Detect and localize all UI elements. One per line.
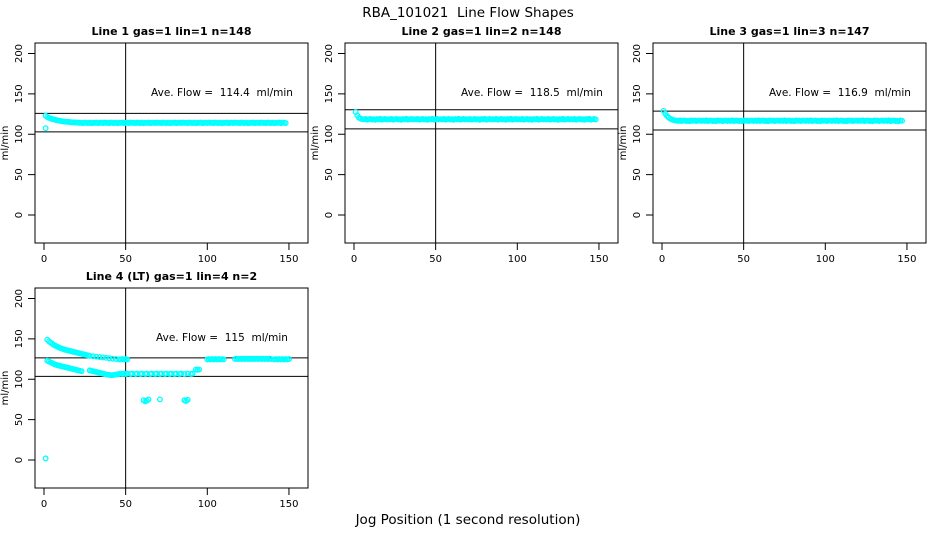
- y-tick-label: 50: [14, 168, 25, 181]
- y-axis-label: ml/min: [0, 371, 11, 406]
- x-tick-label: 50: [119, 254, 132, 265]
- data-point: [42, 455, 49, 462]
- subplot-title: Line 3 gas=1 lin=3 n=147: [709, 25, 869, 38]
- data-point: [189, 370, 196, 377]
- y-axis-label: ml/min: [618, 126, 629, 161]
- plot-border: [34, 287, 309, 489]
- y-tick-label: 200: [324, 44, 335, 63]
- data-point: [96, 354, 103, 360]
- y-axis-label: ml/min: [310, 126, 321, 161]
- subplot-4: Line 4 (LT) gas=1 lin=4 n=2 0 50 100 150 200 0…: [0, 270, 309, 510]
- data-point: [106, 355, 113, 362]
- x-tick-label: 0: [659, 254, 665, 265]
- y-tick-label: 200: [632, 44, 643, 63]
- x-tick-label: 100: [198, 254, 217, 265]
- subplot-title: Line 2 gas=1 lin=2 n=148: [401, 25, 561, 38]
- y-tick-label: 50: [632, 168, 643, 181]
- data-point: [99, 354, 106, 361]
- subplot-3: Line 3 gas=1 lin=3 n=147 0 50 100 150 200 0 50 1…: [618, 25, 927, 265]
- x-axis-title: Jog Position (1 second resolution): [355, 512, 581, 528]
- x-tick-label: 50: [737, 254, 750, 265]
- y-tick-label: 50: [14, 413, 25, 426]
- data-point: [109, 355, 116, 362]
- data-point: [86, 352, 93, 359]
- subplot-title: Line 1 gas=1 lin=1 n=148: [91, 25, 251, 38]
- data-point: [178, 370, 185, 377]
- y-tick-label: 200: [14, 44, 25, 63]
- data-point: [196, 366, 203, 373]
- x-tick-label: 0: [41, 254, 47, 265]
- data-point: [181, 371, 188, 377]
- data-point: [145, 396, 152, 403]
- subplot-2: Line 2 gas=1 lin=2 n=148 0 50 100 150 200 0 50 1…: [310, 25, 619, 265]
- data-point: [592, 116, 599, 123]
- data-points: [352, 109, 599, 123]
- data-point: [286, 356, 292, 363]
- data-point: [282, 120, 289, 126]
- data-point: [220, 356, 227, 363]
- x-tick-label: 150: [589, 254, 608, 265]
- data-points: [660, 107, 906, 125]
- x-tick-label: 0: [41, 499, 47, 510]
- y-tick-label: 0: [324, 212, 335, 218]
- x-tick-label: 100: [508, 254, 527, 265]
- x-tick-label: 50: [119, 499, 132, 510]
- data-point: [103, 354, 110, 361]
- x-tick-label: 150: [897, 254, 916, 265]
- ave-flow-annotation: Ave. Flow = 118.5 ml/min: [461, 87, 603, 99]
- data-point: [156, 396, 163, 403]
- data-point: [93, 353, 100, 360]
- x-tick-label: 100: [816, 254, 835, 265]
- main-title: RBA_101021 Line Flow Shapes: [362, 5, 574, 21]
- data-points: [42, 112, 289, 132]
- x-tick-label: 0: [351, 254, 357, 265]
- y-tick-label: 150: [14, 329, 25, 348]
- y-tick-label: 0: [632, 212, 643, 218]
- y-tick-label: 0: [14, 457, 25, 463]
- y-tick-label: 0: [14, 212, 25, 218]
- y-axis-label: ml/min: [0, 126, 11, 161]
- y-tick-label: 100: [324, 125, 335, 144]
- y-tick-label: 150: [14, 84, 25, 103]
- x-tick-label: 150: [279, 499, 298, 510]
- y-tick-label: 100: [14, 125, 25, 144]
- ave-flow-annotation: Ave. Flow = 115 ml/min: [156, 332, 288, 344]
- y-tick-label: 200: [14, 289, 25, 308]
- ave-flow-annotation: Ave. Flow = 116.9 ml/min: [769, 87, 911, 99]
- data-point: [184, 396, 191, 403]
- data-point: [78, 368, 85, 375]
- data-points: [42, 336, 292, 462]
- x-tick-label: 100: [198, 499, 217, 510]
- data-point: [899, 117, 906, 124]
- x-tick-label: 150: [279, 254, 298, 265]
- plot-border: [652, 42, 927, 244]
- subplot-title: Line 4 (LT) gas=1 lin=4 n=2: [86, 270, 257, 283]
- y-tick-label: 50: [324, 168, 335, 181]
- data-point: [42, 125, 49, 132]
- plot-border: [344, 42, 619, 244]
- subplot-1: Line 1 gas=1 lin=1 n=148 0 50 100 150 200 0 50 1…: [0, 25, 309, 265]
- y-tick-label: 150: [324, 84, 335, 103]
- data-point: [90, 353, 96, 360]
- y-tick-label: 150: [632, 84, 643, 103]
- data-point: [124, 356, 131, 363]
- x-tick-label: 50: [429, 254, 442, 265]
- plot-border: [34, 42, 309, 244]
- ave-flow-annotation: Ave. Flow = 114.4 ml/min: [151, 87, 293, 99]
- y-tick-label: 100: [632, 125, 643, 144]
- y-tick-label: 100: [14, 370, 25, 389]
